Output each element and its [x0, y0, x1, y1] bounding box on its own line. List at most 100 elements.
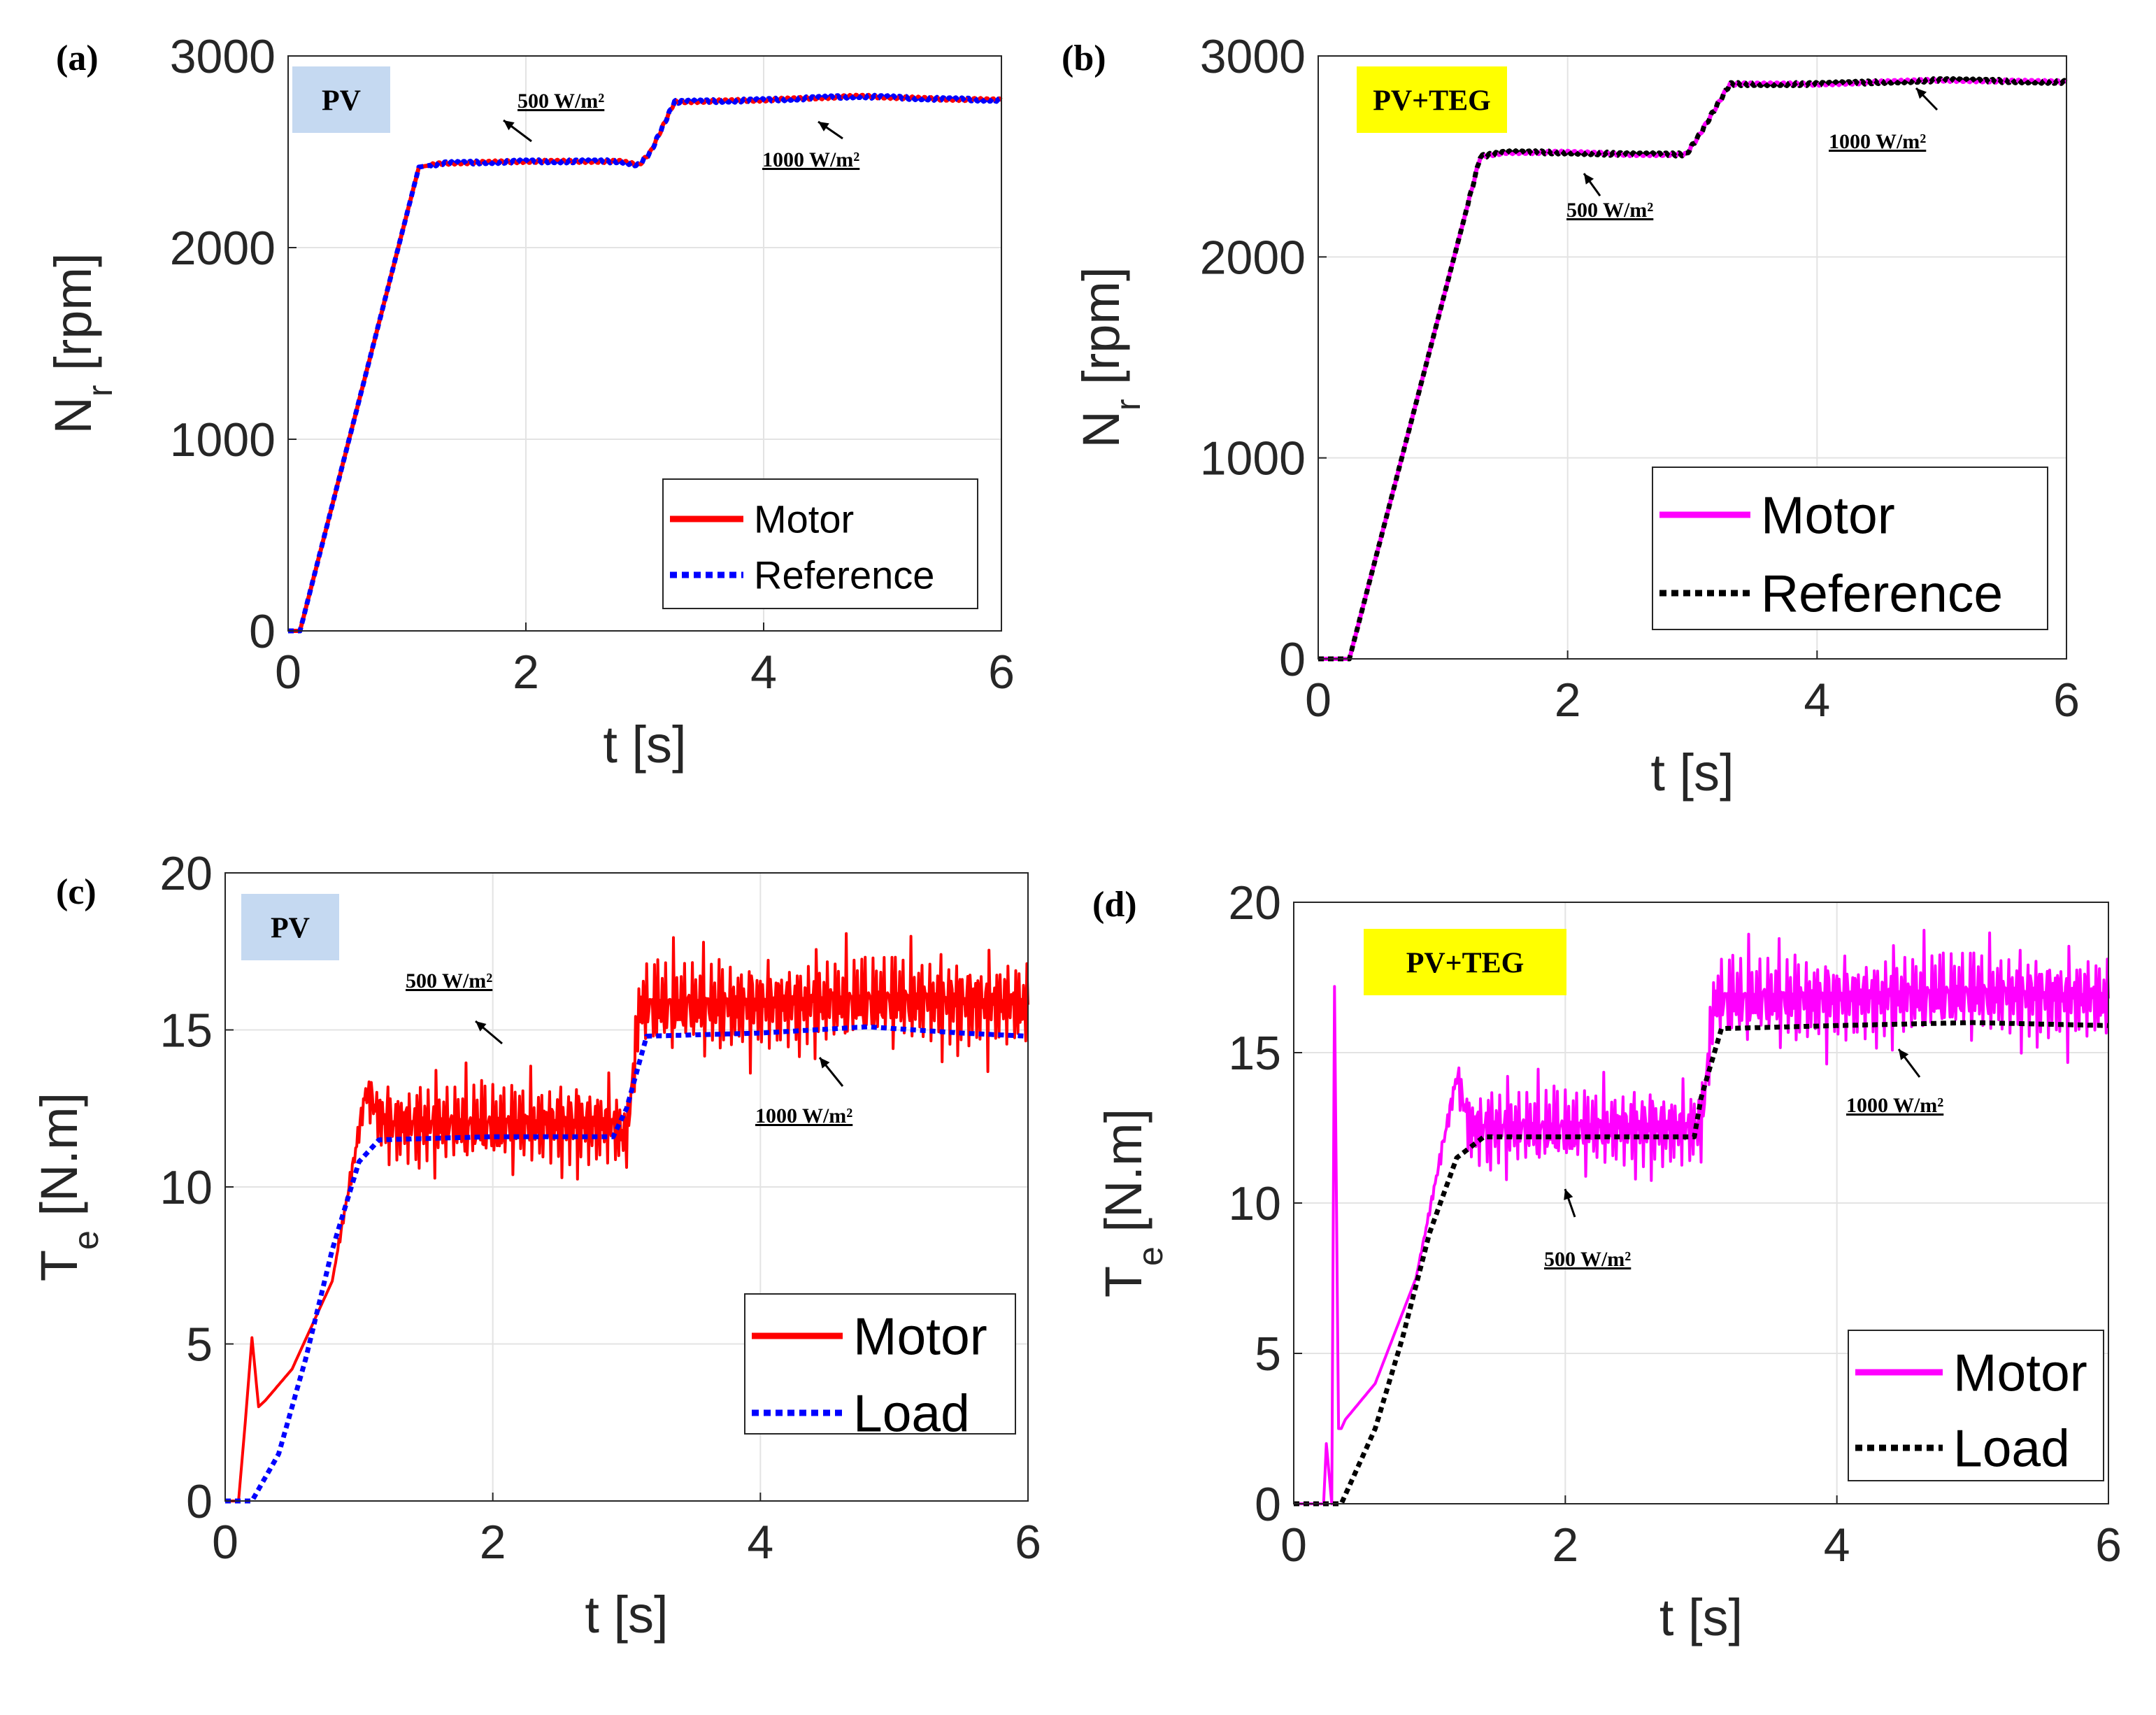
series-line-motor	[224, 932, 1029, 1502]
badge-background	[1357, 66, 1507, 133]
irradiance-annotation: 1000 W/m²	[762, 148, 859, 171]
y-label-main: N	[1072, 411, 1130, 448]
y-label-main: N	[44, 397, 102, 434]
x-tick-label: 6	[2095, 1518, 2122, 1572]
x-tick-label: 2	[480, 1516, 506, 1569]
panel-a: 0 2 4 6 0 1000 2000 3000 t [s] Nr [rpm] (a) PV 500 W…	[44, 30, 1015, 774]
y-axis-label-text: Nr [rpm]	[44, 252, 120, 434]
y-tick-label: 3000	[1200, 30, 1306, 83]
y-tick-label: 1000	[170, 413, 276, 467]
plot-frame	[1318, 55, 2067, 660]
y-label-sub: e	[1131, 1246, 1170, 1266]
x-tick-label: 4	[1804, 674, 1830, 727]
y-tick-label: 0	[186, 1475, 213, 1528]
x-axis-label: t [s]	[603, 716, 686, 774]
series-line-reference	[286, 92, 1004, 634]
y-label-main: T	[1094, 1266, 1152, 1297]
annotation-arrowhead	[820, 1058, 830, 1069]
annotation-arrowhead	[1564, 1189, 1573, 1200]
badge-background	[292, 66, 390, 133]
legend-label-motor: Motor	[1953, 1343, 2087, 1402]
x-tick-label: 6	[1015, 1516, 1041, 1569]
y-tick-label: 1000	[1200, 432, 1306, 485]
y-axis-label: Nr [rpm]	[44, 252, 120, 434]
legend-label-load: Load	[853, 1383, 970, 1442]
y-axis-label-text: Nr [rpm]	[1072, 266, 1148, 448]
y-tick-label: 2000	[1200, 231, 1306, 284]
legend-label-motor: Motor	[754, 497, 854, 541]
y-label-sub: e	[66, 1230, 106, 1250]
panel-label: (b)	[1062, 38, 1106, 78]
badge-label: PV+TEG	[1406, 948, 1525, 980]
y-label-unit: [N.m]	[1094, 1109, 1152, 1246]
irradiance-annotation: 500 W/m²	[1566, 199, 1653, 222]
annotation-arrowhead	[504, 120, 515, 131]
x-tick-label: 0	[212, 1516, 238, 1569]
annotation-arrowhead	[1899, 1049, 1909, 1060]
y-label-unit: [rpm]	[1072, 266, 1130, 399]
x-axis-label: t [s]	[1659, 1588, 1743, 1646]
badge-background	[1364, 929, 1566, 995]
series-line-motor	[1293, 929, 2110, 1505]
legend-box	[1848, 1330, 2104, 1481]
legend-box	[662, 478, 978, 609]
y-tick-label: 5	[1255, 1328, 1281, 1381]
x-tick-label: 6	[2053, 674, 2080, 727]
x-axis-label: t [s]	[1650, 743, 1734, 802]
y-label-sub: r	[1108, 399, 1148, 411]
y-axis-label-text: Te [N.m]	[1094, 1109, 1170, 1297]
irradiance-annotation: 500 W/m²	[406, 969, 492, 992]
y-tick-label: 10	[159, 1161, 213, 1214]
y-label-main: T	[30, 1250, 88, 1281]
legend-label-motor: Motor	[1761, 485, 1895, 544]
x-tick-label: 4	[1824, 1518, 1850, 1572]
badge-label: PV	[271, 913, 310, 945]
annotation-arrowhead	[1916, 88, 1927, 99]
y-tick-label: 15	[159, 1004, 213, 1058]
irradiance-annotation: 500 W/m²	[517, 90, 604, 113]
series-line-reference	[1317, 76, 2068, 662]
y-label-unit: [N.m]	[30, 1093, 88, 1230]
y-axis-label: Te [N.m]	[30, 1093, 106, 1281]
legend-label-reference: Reference	[1761, 564, 2003, 622]
badge-background	[241, 894, 339, 960]
panel-d: 0 2 4 6 0 5 10 15 20 t [s] Te [N.m] (d) PV+TEG 500 W/…	[1092, 876, 2122, 1646]
legend-box	[1652, 467, 2048, 630]
x-tick-label: 2	[513, 646, 539, 699]
plot-frame	[224, 872, 1029, 1502]
x-tick-label: 4	[750, 646, 777, 699]
irradiance-annotation: 500 W/m²	[1544, 1248, 1631, 1271]
panel-label: (c)	[56, 872, 97, 912]
panel-label: (a)	[56, 38, 99, 78]
x-tick-label: 0	[1280, 1518, 1307, 1572]
y-label-sub: r	[80, 385, 120, 397]
panel-b: 0 2 4 6 0 1000 2000 3000 t [s] Nr [rpm] (b) PV+TEG 5…	[1062, 30, 2080, 802]
x-tick-label: 4	[747, 1516, 773, 1569]
series-line-load	[224, 1024, 1029, 1504]
y-tick-label: 2000	[170, 222, 276, 275]
y-tick-label: 10	[1228, 1177, 1281, 1230]
panel-label: (d)	[1092, 885, 1137, 925]
y-tick-label: 3000	[170, 30, 276, 83]
y-tick-label: 0	[1255, 1478, 1281, 1531]
annotation-arrowhead	[1584, 173, 1594, 185]
y-tick-label: 0	[249, 605, 276, 658]
annotation-arrowhead	[818, 122, 829, 131]
series-line-load	[1292, 1020, 2110, 1507]
x-tick-label: 0	[275, 646, 301, 699]
y-axis-label: Te [N.m]	[1094, 1109, 1170, 1297]
irradiance-annotation: 1000 W/m²	[1846, 1094, 1943, 1117]
x-tick-label: 6	[988, 646, 1015, 699]
y-axis-label: Nr [rpm]	[1072, 266, 1148, 448]
plot-frame	[287, 55, 1002, 632]
legend-label-motor: Motor	[853, 1307, 987, 1365]
x-axis-label: t [s]	[585, 1586, 668, 1644]
x-tick-label: 2	[1552, 1518, 1578, 1572]
y-axis-label-text: Te [N.m]	[30, 1093, 106, 1281]
irradiance-annotation: 1000 W/m²	[1829, 130, 1926, 153]
legend-label-load: Load	[1953, 1418, 2070, 1477]
y-label-unit: [rpm]	[44, 252, 102, 385]
irradiance-annotation: 1000 W/m²	[755, 1104, 852, 1127]
y-tick-label: 15	[1228, 1027, 1281, 1080]
